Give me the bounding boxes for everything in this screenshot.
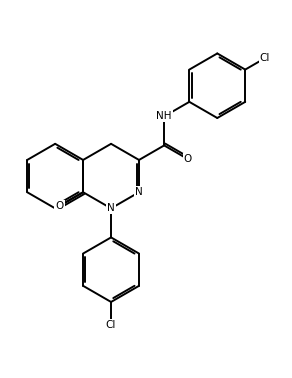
Text: Cl: Cl	[106, 319, 116, 330]
Text: O: O	[184, 154, 192, 164]
Text: N: N	[135, 187, 143, 197]
Text: Cl: Cl	[260, 53, 270, 63]
Text: NH: NH	[157, 112, 172, 121]
Text: N: N	[107, 203, 115, 213]
Text: O: O	[55, 201, 63, 211]
